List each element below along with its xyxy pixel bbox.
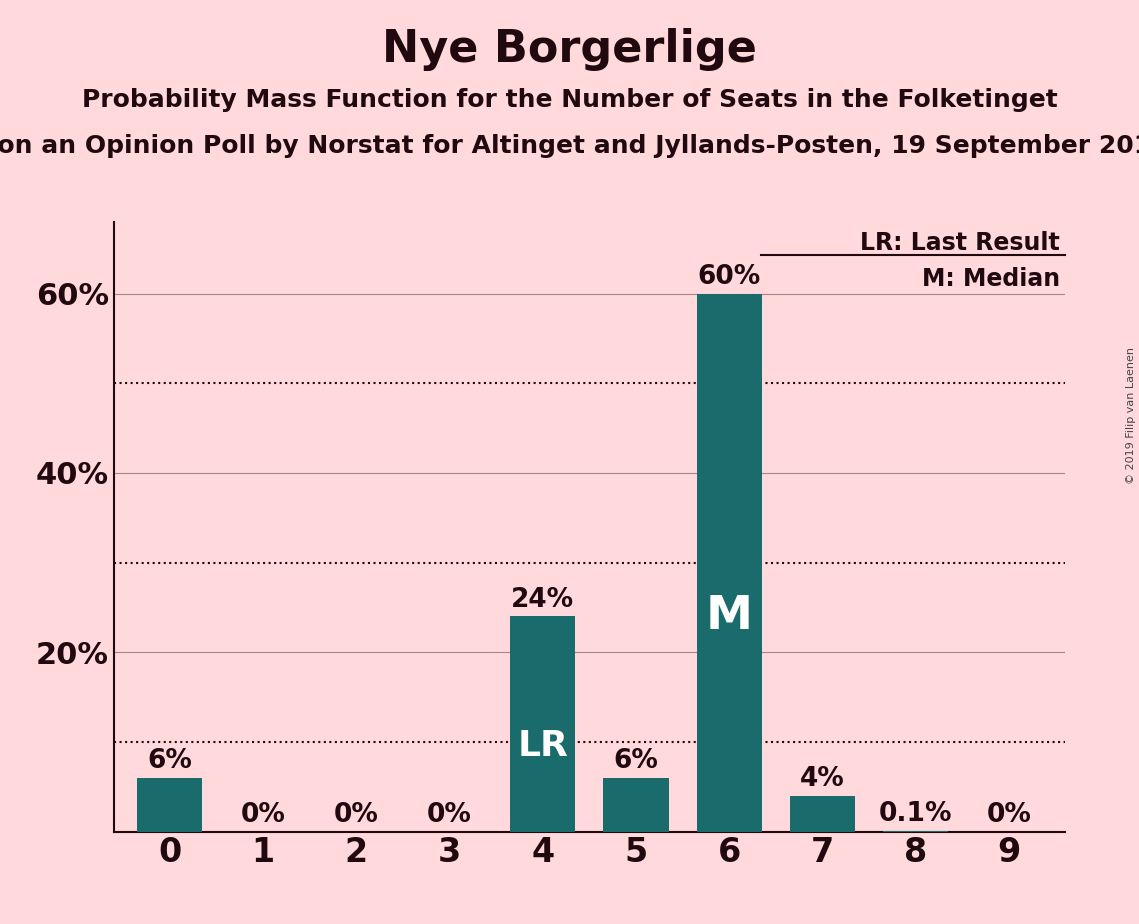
Text: 0%: 0% xyxy=(240,802,286,828)
Text: LR: LR xyxy=(517,728,568,762)
Text: 0%: 0% xyxy=(334,802,379,828)
Bar xyxy=(510,616,575,832)
Bar xyxy=(137,778,203,832)
Text: LR: Last Result: LR: Last Result xyxy=(860,231,1060,255)
Bar xyxy=(604,778,669,832)
Bar xyxy=(790,796,855,832)
Text: © 2019 Filip van Laenen: © 2019 Filip van Laenen xyxy=(1126,347,1136,484)
Text: 60%: 60% xyxy=(698,264,761,290)
Text: Probability Mass Function for the Number of Seats in the Folketinget: Probability Mass Function for the Number… xyxy=(82,88,1057,112)
Text: 0.1%: 0.1% xyxy=(879,801,952,827)
Text: 6%: 6% xyxy=(614,748,658,774)
Text: Based on an Opinion Poll by Norstat for Altinget and Jyllands-Posten, 19 Septemb: Based on an Opinion Poll by Norstat for … xyxy=(0,134,1139,158)
Text: M: Median: M: Median xyxy=(923,268,1060,291)
Text: 0%: 0% xyxy=(427,802,472,828)
Text: 0%: 0% xyxy=(986,802,1032,828)
Text: 24%: 24% xyxy=(511,587,574,613)
Bar xyxy=(697,294,762,832)
Text: 6%: 6% xyxy=(147,748,192,774)
Text: M: M xyxy=(706,594,753,638)
Text: 4%: 4% xyxy=(801,766,845,792)
Text: Nye Borgerlige: Nye Borgerlige xyxy=(382,28,757,71)
